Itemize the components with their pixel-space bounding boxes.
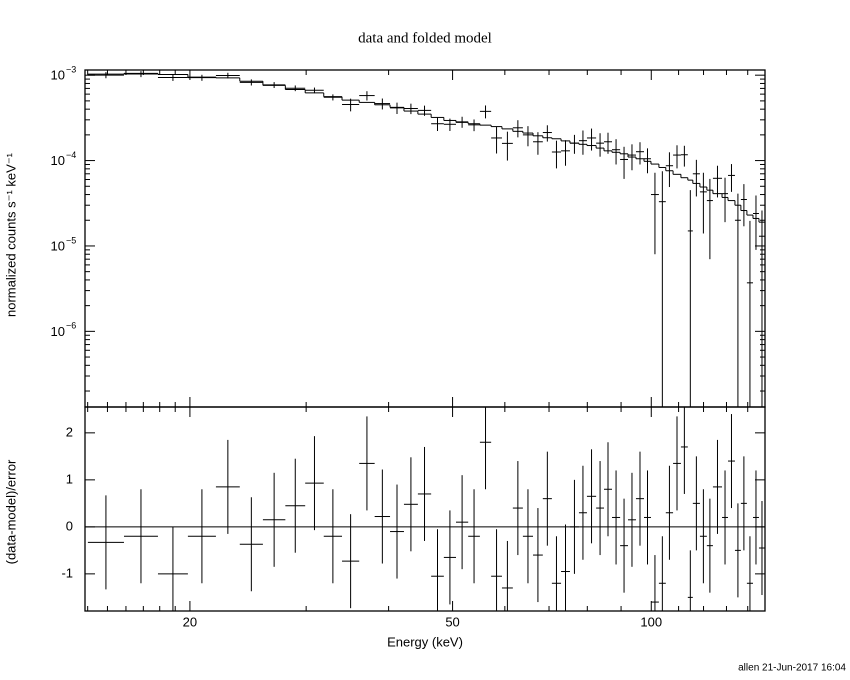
- y-tick-label: -1: [61, 565, 73, 580]
- lower-plot-area: [85, 407, 765, 611]
- y-tick-label: 1: [66, 471, 73, 486]
- y-tick-exponent: −5: [66, 235, 76, 245]
- chart-title: data and folded model: [358, 30, 492, 46]
- y-tick-label: 10: [51, 68, 65, 83]
- x-axis-label: Energy (keV): [387, 634, 463, 649]
- lower-frame: [84, 406, 766, 612]
- y-tick-label: 10: [51, 238, 65, 253]
- y-tick-exponent: −4: [66, 150, 76, 160]
- y-axis-label: normalized counts s⁻¹ keV⁻¹: [3, 152, 18, 317]
- y-tick-exponent: −6: [66, 321, 76, 331]
- upper-plot-area: [87, 71, 765, 407]
- y-tick-label: 0: [66, 518, 73, 533]
- y-tick-label: 10: [51, 324, 65, 339]
- y-tick-label: 10: [51, 153, 65, 168]
- y-tick-exponent: −3: [66, 65, 76, 75]
- upper-frame: [84, 69, 766, 408]
- x-tick-label: 100: [640, 614, 662, 629]
- footer: allen 21-Jun-2017 16:04: [738, 663, 846, 674]
- x-tick-label: 20: [183, 614, 197, 629]
- x-tick-label: 50: [445, 614, 459, 629]
- y-tick-label: 2: [66, 424, 73, 439]
- y-axis-label: (data-model)/error: [3, 459, 18, 564]
